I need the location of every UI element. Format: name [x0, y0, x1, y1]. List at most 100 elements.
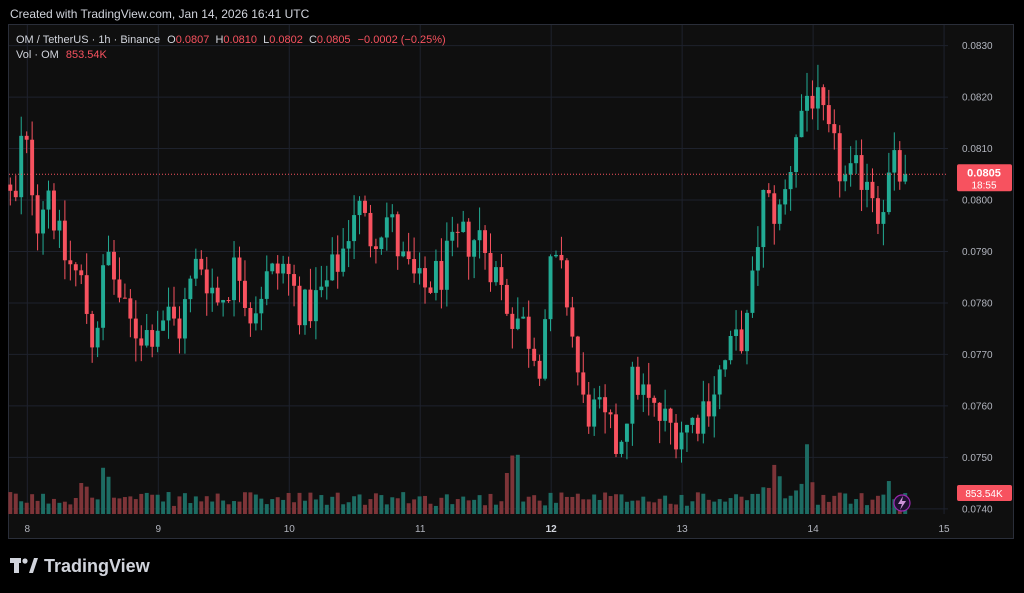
tradingview-logo[interactable]: TradingView — [10, 556, 150, 577]
candle-body[interactable] — [384, 217, 389, 238]
candle-body[interactable] — [297, 285, 302, 326]
candle-body[interactable] — [614, 414, 618, 454]
candle-body[interactable] — [657, 402, 662, 421]
candle-body[interactable] — [499, 267, 504, 285]
candle-body[interactable] — [761, 189, 766, 248]
candle-body[interactable] — [395, 214, 400, 257]
candle-body[interactable] — [532, 348, 537, 361]
candle-body[interactable] — [30, 139, 35, 196]
candle-body[interactable] — [379, 237, 384, 249]
candle-body[interactable] — [624, 423, 629, 442]
candle-body[interactable] — [368, 212, 373, 247]
candle-body[interactable] — [248, 307, 253, 324]
candle-body[interactable] — [870, 181, 875, 199]
chart-pane[interactable] — [8, 24, 1014, 539]
candle-body[interactable] — [777, 204, 782, 224]
candle-body[interactable] — [690, 417, 695, 425]
candle-body[interactable] — [188, 278, 193, 300]
candle-body[interactable] — [581, 372, 586, 395]
candle-body[interactable] — [450, 231, 455, 241]
candle-body[interactable] — [592, 399, 597, 427]
candle-body[interactable] — [564, 260, 569, 308]
candle-body[interactable] — [275, 263, 280, 274]
candle-body[interactable] — [805, 95, 809, 111]
candle-body[interactable] — [859, 155, 864, 190]
candle-body[interactable] — [455, 231, 460, 233]
candle-body[interactable] — [712, 394, 717, 417]
candle-body[interactable] — [221, 300, 226, 303]
candle-body[interactable] — [554, 254, 558, 257]
candle-body[interactable] — [515, 318, 520, 329]
candle-body[interactable] — [881, 212, 886, 224]
candle-body[interactable] — [745, 312, 749, 352]
candle-body[interactable] — [843, 174, 848, 182]
candle-body[interactable] — [619, 441, 624, 454]
candle-body[interactable] — [837, 133, 842, 182]
candle-body[interactable] — [193, 258, 198, 279]
candle-body[interactable] — [575, 336, 580, 373]
candle-body[interactable] — [253, 313, 258, 324]
candle-body[interactable] — [155, 330, 160, 347]
candle-body[interactable] — [112, 251, 116, 280]
candle-body[interactable] — [428, 287, 433, 293]
candle-body[interactable] — [848, 163, 853, 175]
candle-body[interactable] — [8, 184, 13, 191]
candle-body[interactable] — [232, 257, 237, 301]
candle-body[interactable] — [13, 190, 18, 198]
candle-body[interactable] — [483, 230, 488, 253]
candle-body[interactable] — [674, 422, 678, 450]
candle-body[interactable] — [237, 257, 242, 281]
candle-body[interactable] — [390, 214, 395, 218]
candle-body[interactable] — [139, 338, 144, 346]
candle-body[interactable] — [150, 330, 155, 347]
candle-body[interactable] — [821, 87, 826, 106]
candle-body[interactable] — [144, 330, 149, 346]
candle-body[interactable] — [161, 320, 166, 331]
candle-body[interactable] — [423, 268, 427, 288]
candle-body[interactable] — [504, 284, 509, 314]
candle-body[interactable] — [439, 260, 444, 290]
candle-body[interactable] — [166, 306, 171, 321]
candle-body[interactable] — [635, 366, 640, 395]
candle-body[interactable] — [810, 95, 815, 109]
candle-body[interactable] — [210, 287, 215, 294]
candle-body[interactable] — [117, 279, 122, 298]
candle-body[interactable] — [281, 263, 286, 274]
candle-body[interactable] — [892, 150, 897, 173]
candle-body[interactable] — [826, 105, 831, 125]
candle-body[interactable] — [242, 280, 247, 308]
candle-body[interactable] — [177, 318, 182, 339]
candle-body[interactable] — [324, 280, 329, 287]
candle-body[interactable] — [766, 189, 771, 194]
candle-body[interactable] — [341, 248, 346, 272]
candle-body[interactable] — [652, 397, 657, 403]
candle-body[interactable] — [734, 329, 739, 336]
candle-body[interactable] — [319, 286, 324, 291]
candle-body[interactable] — [663, 408, 668, 421]
candle-body[interactable] — [226, 300, 231, 302]
candle-body[interactable] — [630, 366, 635, 424]
candle-body[interactable] — [788, 171, 793, 190]
candle-body[interactable] — [101, 265, 106, 328]
candle-body[interactable] — [695, 417, 700, 434]
candle-body[interactable] — [199, 258, 204, 270]
candle-body[interactable] — [401, 251, 406, 257]
candle-body[interactable] — [264, 271, 269, 299]
candle-body[interactable] — [794, 137, 799, 172]
candle-body[interactable] — [537, 360, 542, 379]
candle-body[interactable] — [477, 230, 482, 241]
candle-body[interactable] — [270, 263, 275, 272]
candle-body[interactable] — [68, 260, 73, 265]
candle-body[interactable] — [346, 241, 351, 249]
candle-body[interactable] — [865, 181, 869, 190]
candle-body[interactable] — [62, 220, 67, 261]
candle-body[interactable] — [172, 306, 176, 319]
candle-body[interactable] — [679, 432, 684, 450]
candle-body[interactable] — [586, 394, 591, 427]
candle-body[interactable] — [95, 327, 100, 348]
candle-body[interactable] — [728, 335, 733, 361]
candle-body[interactable] — [182, 299, 187, 339]
candle-body[interactable] — [526, 316, 531, 349]
candle-body[interactable] — [417, 268, 422, 274]
